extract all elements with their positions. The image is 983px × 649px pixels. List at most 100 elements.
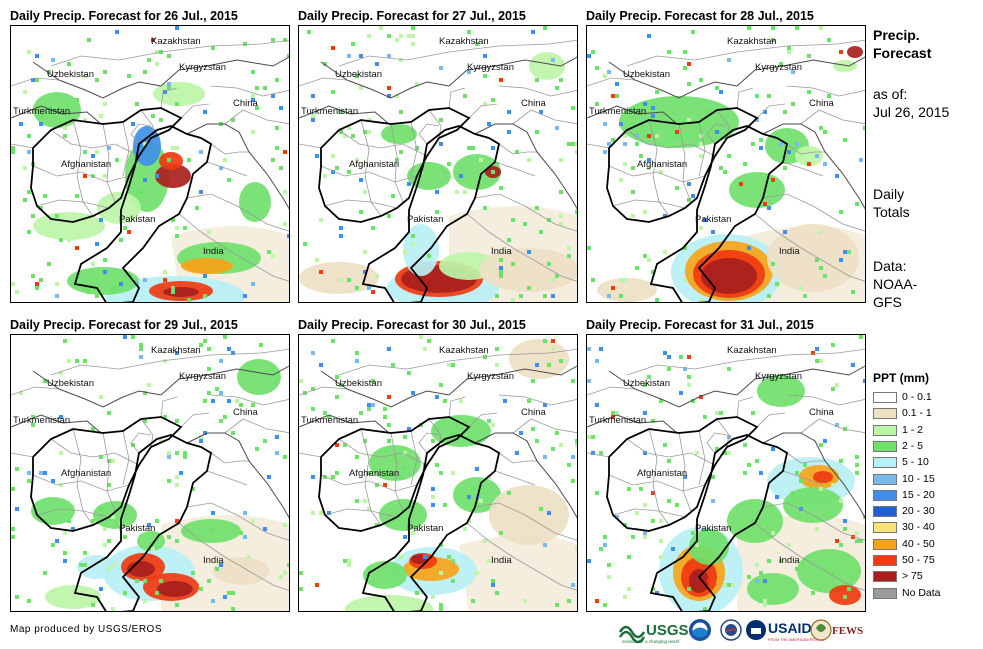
country-label: Afghanistan — [637, 468, 687, 479]
precip-cell — [211, 599, 215, 603]
precip-cell — [823, 130, 827, 134]
precip-cell — [595, 599, 599, 603]
precip-cell — [591, 50, 595, 54]
precip-cell — [327, 511, 331, 515]
precip-region — [453, 154, 501, 190]
precip-cell — [283, 222, 287, 226]
admin-boundary — [587, 452, 610, 458]
precip-cell — [495, 591, 499, 595]
precip-cell — [619, 294, 623, 298]
precip-cell — [147, 523, 151, 527]
precip-cell — [715, 86, 719, 90]
country-border — [32, 370, 162, 408]
precip-cell — [27, 479, 31, 483]
precip-cell — [507, 491, 511, 495]
precip-cell — [531, 379, 535, 383]
precip-cell — [155, 519, 159, 523]
precip-cell — [627, 487, 631, 491]
precip-cell — [311, 511, 315, 515]
precip-cell — [399, 555, 403, 559]
precip-cell — [795, 26, 799, 30]
admin-boundary — [498, 85, 577, 97]
precip-region — [701, 258, 757, 294]
precip-cell — [707, 110, 711, 114]
precip-cell — [311, 114, 315, 118]
precip-cell — [399, 34, 403, 38]
admin-boundary — [678, 432, 692, 512]
admin-boundary — [210, 85, 289, 97]
panel-title: Daily Precip. Forecast for 28 Jul., 2015 — [586, 9, 814, 23]
precip-cell — [155, 591, 159, 595]
precip-cell — [331, 90, 335, 94]
precip-cell — [195, 206, 199, 210]
precip-cell — [99, 218, 103, 222]
country-label: Pakistan — [119, 214, 155, 225]
precip-cell — [835, 383, 839, 387]
precip-cell — [819, 359, 823, 363]
precip-cell — [631, 166, 635, 170]
precip-cell — [707, 579, 711, 583]
precip-cell — [207, 347, 211, 351]
precip-cell — [39, 278, 43, 282]
precip-cell — [687, 182, 691, 186]
country-border — [320, 61, 450, 99]
admin-boundary — [11, 452, 34, 458]
precip-cell — [231, 351, 235, 355]
precip-cell — [163, 270, 167, 274]
precip-cell — [371, 290, 375, 294]
precip-cell — [287, 234, 289, 238]
precip-cell — [415, 82, 419, 86]
precip-cell — [347, 563, 351, 567]
precip-cell — [483, 539, 487, 543]
precip-region — [529, 52, 565, 80]
admin-boundary — [320, 165, 418, 183]
precip-cell — [299, 379, 303, 383]
precip-cell — [211, 399, 215, 403]
precip-cell — [771, 26, 775, 30]
precip-cell — [603, 74, 607, 78]
precip-cell — [27, 230, 31, 234]
country-label: Afghanistan — [349, 468, 399, 479]
precip-cell — [103, 174, 107, 178]
admin-boundary — [494, 161, 536, 177]
precip-cell — [359, 411, 363, 415]
precip-cell — [687, 383, 691, 387]
admin-boundary — [11, 143, 34, 149]
precip-cell — [439, 571, 443, 575]
usgs-logo: USGS science for a changing world — [618, 622, 689, 644]
precip-cell — [175, 146, 179, 150]
precip-cell — [435, 395, 439, 399]
precip-cell — [31, 214, 35, 218]
precip-cell — [399, 475, 403, 479]
precip-region — [379, 499, 427, 531]
precip-region — [689, 569, 709, 593]
precip-cell — [175, 483, 179, 487]
precip-cell — [339, 130, 343, 134]
precip-cell — [727, 367, 731, 371]
precip-map: Kazakhstan Uzbekistan Kyrgyzstan Turkmenist… — [586, 25, 866, 303]
precip-cell — [251, 70, 255, 74]
admin-boundary — [706, 123, 728, 145]
admin-boundary — [338, 129, 428, 157]
admin-boundary — [418, 123, 440, 145]
precip-cell — [347, 170, 351, 174]
admin-boundary — [210, 394, 289, 406]
precip-cell — [139, 347, 143, 351]
precip-cell — [491, 98, 495, 102]
precip-cell — [487, 122, 491, 126]
precip-cell — [467, 30, 471, 34]
country-label: China — [233, 407, 259, 418]
precip-cell — [783, 110, 787, 114]
precip-cell — [27, 471, 31, 475]
precip-cell — [671, 110, 675, 114]
precip-cell — [487, 419, 491, 423]
precip-cell — [311, 387, 315, 391]
precip-cell — [347, 278, 351, 282]
precip-cell — [431, 487, 435, 491]
panel-title: Daily Precip. Forecast for 29 Jul., 2015 — [10, 318, 238, 332]
panel-title: Daily Precip. Forecast for 27 Jul., 2015 — [298, 9, 526, 23]
precip-cell — [335, 471, 339, 475]
precip-cell — [247, 555, 251, 559]
precip-cell — [759, 138, 763, 142]
partner-logos: USGS science for a changing world USAID … — [618, 614, 889, 644]
